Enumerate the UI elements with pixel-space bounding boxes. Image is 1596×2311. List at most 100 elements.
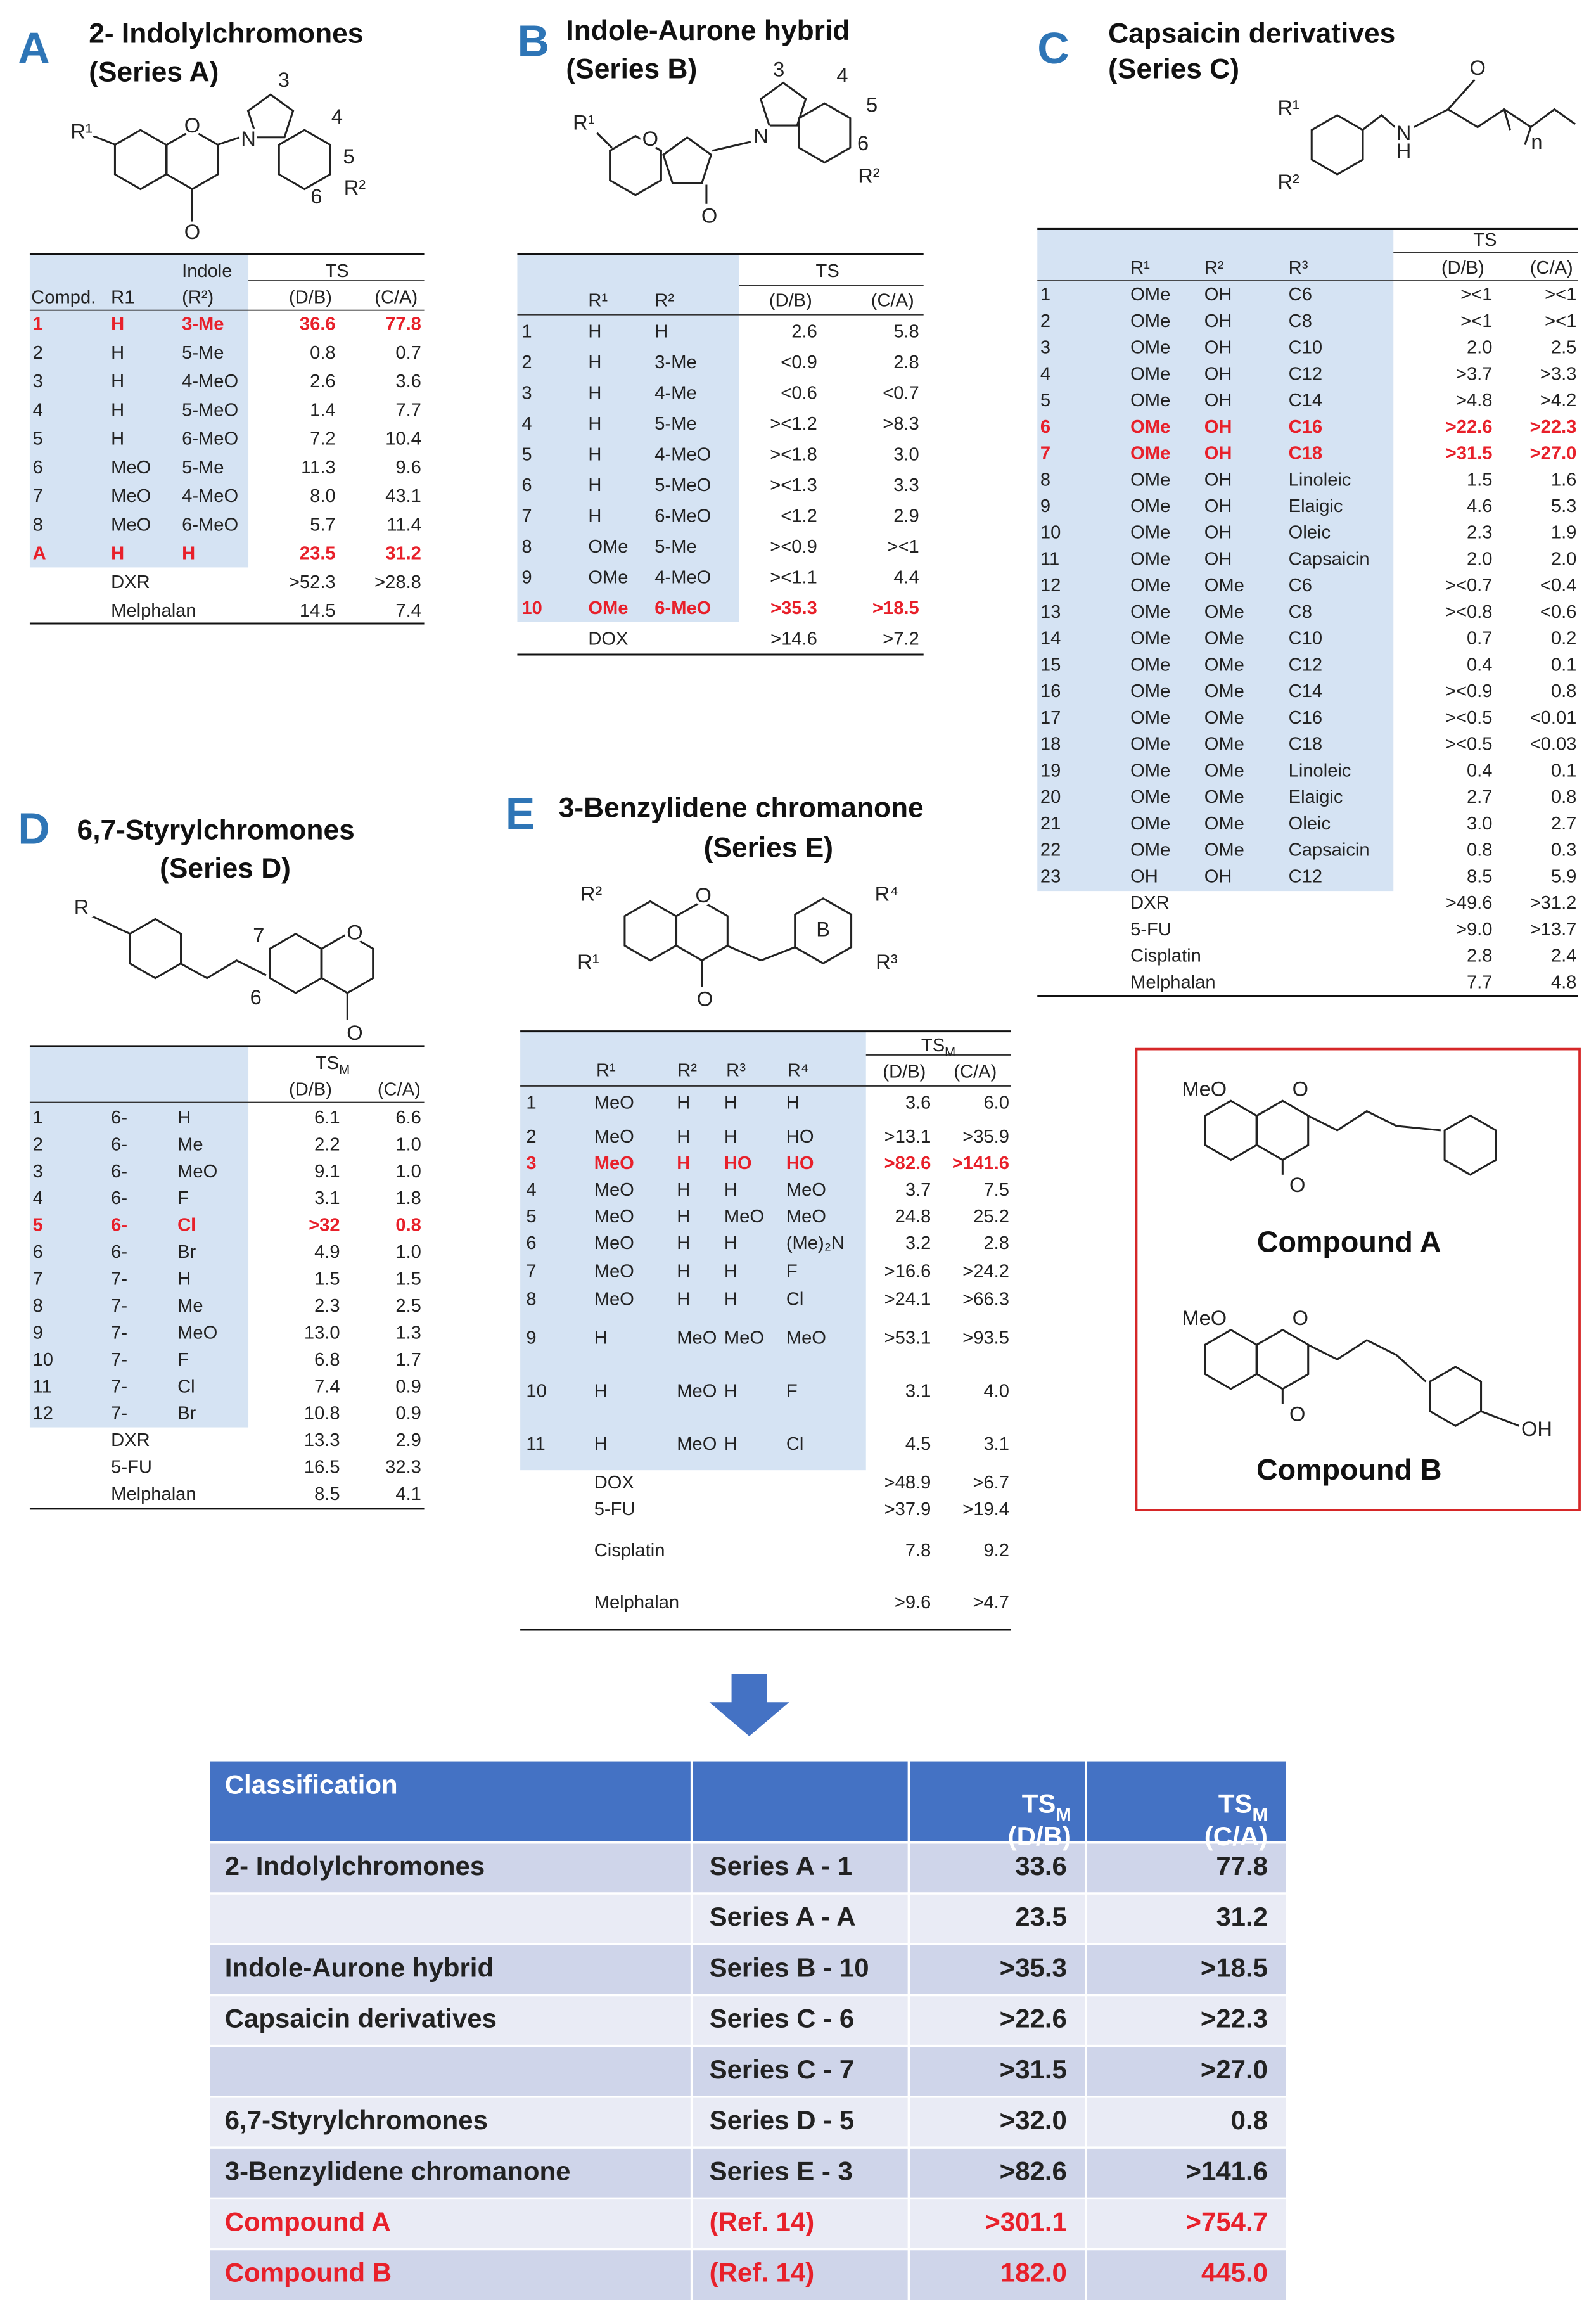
summary-cell: >22.3 [1201, 2004, 1268, 2033]
atom-label: O [642, 127, 658, 150]
column-header: (D/B) [289, 1080, 332, 1100]
table-cell: H [111, 429, 124, 449]
table-cell: 9.1 [314, 1162, 340, 1182]
table-cell: H [677, 1290, 690, 1310]
table-cell: 2.6 [791, 321, 817, 342]
table-cell: H [677, 1127, 690, 1147]
table-cell: 4-MeO [182, 371, 238, 392]
table-shade [29, 254, 249, 568]
atom-label: O [184, 220, 200, 243]
table-cell: 3.6 [905, 1093, 931, 1113]
table-cell: Cl [177, 1215, 196, 1236]
table-cell: 14 [1040, 629, 1061, 649]
table-cell: OMe [588, 567, 628, 587]
table-cell: DXR [111, 572, 150, 592]
summary-cell: >82.6 [1000, 2156, 1067, 2186]
table-cell: <0.01 [1530, 708, 1577, 728]
column-header: (C/A) [374, 288, 418, 308]
table-cell: MeO [594, 1153, 634, 1174]
table-cell: Melphalan [1130, 972, 1215, 992]
summary-row-bg [210, 1842, 1286, 1894]
summary-cell: >301.1 [985, 2207, 1067, 2237]
table-cell: 0.9 [395, 1376, 421, 1397]
table-cell: <0.6 [1540, 602, 1576, 622]
table-cell: 36.6 [300, 314, 336, 335]
table-cell: OMe [1130, 681, 1170, 701]
table-cell: C8 [1289, 602, 1312, 622]
atom-label: O [697, 987, 713, 1010]
table-cell: 8 [33, 515, 43, 535]
atom-label: H [1396, 139, 1412, 162]
bond [1524, 127, 1532, 145]
table-cell: H [111, 544, 124, 564]
table-cell: >13.1 [884, 1127, 931, 1147]
table-cell: Elaigic [1289, 496, 1343, 516]
table-cell: 6-MeO [182, 515, 238, 535]
table-cell: 6.0 [983, 1093, 1009, 1113]
table-cell: OMe [1130, 549, 1170, 569]
atom-label: R¹ [577, 950, 599, 973]
table-cell: 8.0 [310, 486, 336, 506]
panel-letter: D [18, 803, 50, 853]
table-cell: 6 [526, 1233, 536, 1253]
bond [1503, 109, 1511, 131]
column-header: R1 [111, 288, 134, 308]
atom-label: 3 [278, 68, 290, 91]
table-cell: H [111, 343, 124, 363]
table-cell: >14.6 [770, 629, 817, 649]
table-cell: 0.1 [1551, 760, 1577, 781]
table-cell: OMe [1130, 840, 1170, 861]
table-cell: >18.5 [872, 598, 919, 618]
table-cell: C8 [1289, 311, 1312, 331]
table-cell: DXR [111, 1430, 150, 1450]
table-cell: 4 [521, 414, 532, 434]
table-cell: MeO [677, 1434, 717, 1454]
table-cell: 3.1 [905, 1381, 931, 1401]
table-cell: 7.7 [395, 400, 421, 420]
table-cell: Cl [177, 1376, 195, 1397]
table-cell: H [588, 444, 601, 464]
table-cell: 11.3 [301, 458, 336, 478]
compound-box [1135, 1047, 1581, 1512]
bond [760, 946, 796, 962]
table-cell: Melphalan [111, 601, 196, 621]
column-header: (D/B) [289, 288, 332, 308]
table-cell: 6.8 [314, 1350, 340, 1370]
table-cell: 2.0 [1467, 549, 1493, 569]
table-cell: >24.2 [962, 1261, 1009, 1281]
table-cell: >53.1 [884, 1328, 931, 1348]
table-cell: 10 [1040, 523, 1061, 543]
table-cell: (Me)₂N [786, 1233, 845, 1253]
summary-header-main: TS [1218, 1789, 1253, 1819]
table-cell: Cl [786, 1290, 804, 1310]
table-cell: OMe [588, 537, 628, 557]
table-cell: 6.1 [314, 1108, 340, 1128]
table-cell: C10 [1289, 629, 1322, 649]
summary-header-bg [210, 1761, 1286, 1843]
atom-label: 6 [310, 184, 322, 208]
table-cell: >24.1 [884, 1290, 931, 1310]
compound-name: Compound A [1257, 1226, 1441, 1258]
table-cell: OMe [1130, 285, 1170, 305]
summary-header-main: TS [1022, 1789, 1056, 1819]
table-cell: 4-MeO [182, 486, 238, 506]
summary-cell: Series A - 1 [710, 1851, 853, 1881]
summary-cell: Indole-Aurone hybrid [225, 1952, 494, 1982]
compound-name: Compound B [1256, 1453, 1442, 1486]
table-cell: >31.2 [1530, 893, 1577, 913]
table-cell: 1.3 [395, 1322, 421, 1343]
atom-label: 6 [857, 131, 869, 155]
table-cell: 3.6 [395, 371, 421, 392]
table-cell: HO [724, 1153, 752, 1174]
table-cell: H [111, 371, 124, 392]
table-cell: 5-MeO [182, 400, 238, 420]
summary-cell: 77.8 [1216, 1851, 1268, 1881]
table-cell: 7- [111, 1376, 127, 1397]
table-cell: H [677, 1207, 690, 1227]
table-cell: >66.3 [962, 1290, 1009, 1310]
table-cell: MeO [594, 1233, 634, 1253]
panel-title: (Series E) [704, 833, 833, 864]
table-cell: OH [1204, 496, 1232, 516]
table-cell: 3-Me [182, 314, 224, 335]
column-header: R¹ [1130, 258, 1150, 278]
